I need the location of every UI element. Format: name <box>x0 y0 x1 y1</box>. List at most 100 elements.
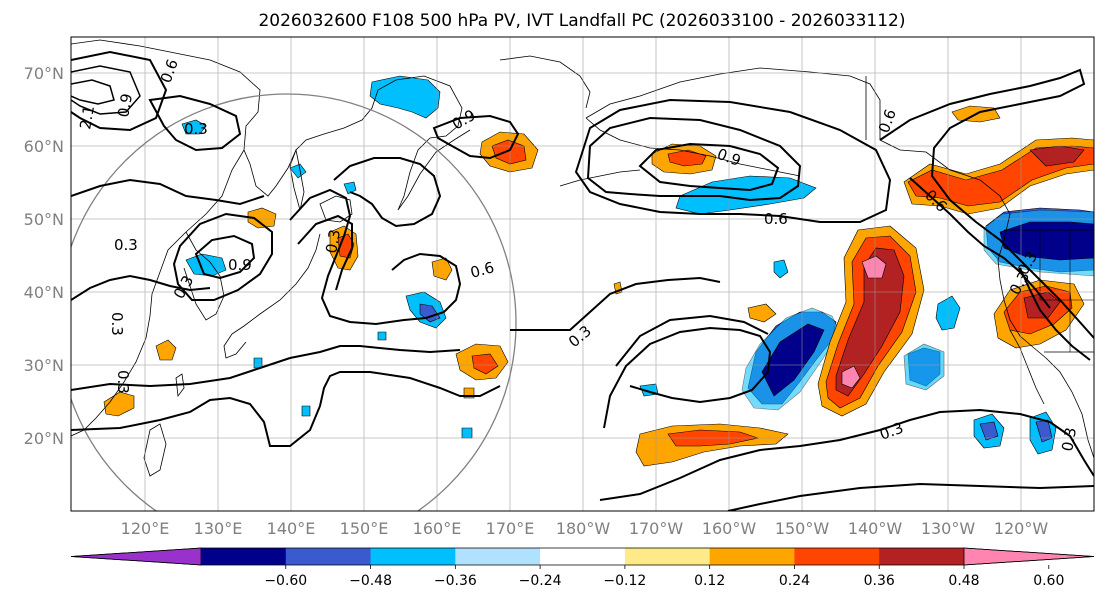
ivt-blob-negative-bering <box>369 75 441 119</box>
colorbar-segment <box>455 548 541 565</box>
contour-label: 2.1 <box>76 104 98 131</box>
colorbar-segment <box>370 548 456 565</box>
lon-label: 170°W <box>629 519 684 538</box>
colorbar: −0.60 −0.48 −0.36 −0.24 −0.12 0.12 0.24 0.36 0.4… <box>70 547 1095 589</box>
lat-axis: 70°N 60°N 50°N 40°N 30°N 20°N <box>24 64 64 448</box>
pv-contour-nw-stack-3 <box>71 79 115 105</box>
ivt-blob-negative-aleutian <box>675 175 817 215</box>
ivt-blob-negative-hokkaido <box>343 181 357 195</box>
pv-contour-mid-loop <box>615 314 769 367</box>
pv-contour-aleut-inner <box>638 142 780 192</box>
ivt-blob-positive-ecs <box>155 339 177 361</box>
lon-label: 160°W <box>702 519 757 538</box>
lon-label: 170°E <box>486 519 535 538</box>
contour-label: 0.9 <box>228 256 252 274</box>
ivt-blob-positive-scs <box>103 391 135 417</box>
ivt-blob-positive-eastpac-peak-n <box>861 255 887 279</box>
coast-japan-kyushu <box>223 333 247 359</box>
lat-label: 50°N <box>24 210 64 229</box>
colorbar-tick-label: 0.48 <box>948 573 979 589</box>
pv-contour-korea-closed <box>172 212 273 301</box>
lon-axis: 120°E 130°E 140°E 150°E 160°E 170°E 180°… <box>121 519 1049 538</box>
reference-circle <box>71 93 517 511</box>
pv-contour-pac-06 <box>333 157 442 228</box>
colorbar-tick-label: 0.24 <box>779 573 810 589</box>
colorbar-tick-label: 0.60 <box>1033 573 1064 589</box>
pv-contour-japan-06 <box>289 188 462 326</box>
colorbar-tick-label: 0.36 <box>864 573 895 589</box>
contour-label: 0.9 <box>114 92 136 119</box>
contour-label: 0.6 <box>468 258 496 282</box>
ivt-blob-positive-eastpac-peak-s <box>841 365 861 389</box>
coast-china <box>71 149 245 437</box>
pv-contour-south-pac-03 <box>599 408 1094 501</box>
colorbar-tick-label: −0.36 <box>434 573 477 589</box>
lon-label: 130°E <box>194 519 243 538</box>
coast-korea <box>183 231 225 321</box>
colorbar-tick-label: −0.12 <box>603 573 646 589</box>
coast-chukotka <box>499 55 591 109</box>
colorbar-segment <box>201 548 287 565</box>
pv-contour-central-03 <box>510 276 721 331</box>
coast-philippines <box>143 423 167 477</box>
colorbar-segment <box>879 548 965 565</box>
ivt-blob-positive-korea <box>247 207 277 229</box>
pv-contour-kamch-03 <box>432 114 520 160</box>
ivt-blob-negative-small-a <box>377 331 387 341</box>
lon-label: 120°W <box>994 519 1049 538</box>
ivt-blob-negative-eastpac-core <box>761 323 825 397</box>
pv-contour-nw-stack-1 <box>71 50 168 132</box>
colorbar-tick-label: −0.48 <box>349 573 392 589</box>
lon-label: 120°E <box>121 519 170 538</box>
pv-contour-okhotsk <box>148 94 242 152</box>
figure-title: 2026032600 F108 500 hPa PV, IVT Landfall… <box>258 11 905 31</box>
ivt-blob-negative-sakhalin <box>289 163 307 179</box>
lat-label: 60°N <box>24 137 64 156</box>
map-panel: 0.6 0.3 2.1 0.9 0.3 0.9 0.3 0.3 0.6 0.3 … <box>70 36 1095 512</box>
colorbar-segment <box>624 548 711 565</box>
pv-contour-south-03 <box>71 345 461 391</box>
graticule <box>71 37 1094 511</box>
pv-contour-nw-stack-2 <box>71 65 141 115</box>
contour-label: 0.3 <box>114 370 132 394</box>
pv-contour-mid-03 <box>603 326 772 429</box>
pv-contour-floor <box>727 482 1094 511</box>
contour-label: 0.3 <box>114 236 138 254</box>
ivt-blob-positive-subtropic-core <box>471 353 499 375</box>
colorbar-segment <box>285 548 372 565</box>
pv-contour-east-09 <box>909 177 1051 309</box>
colorbar-segment <box>540 548 626 565</box>
border-states <box>1039 230 1094 352</box>
ivt-blob-negative-mid-c <box>773 259 789 279</box>
coast-alaska-peninsula <box>585 117 801 177</box>
pv-contour-aleut-09 <box>586 116 802 202</box>
coast-taiwan <box>175 373 185 398</box>
coast-asia-north <box>71 39 463 197</box>
ivt-blob-negative-sw-c-core <box>979 421 999 441</box>
ivt-blob-positive-california-core <box>1023 291 1061 319</box>
lon-label: 130°W <box>921 519 976 538</box>
colorbar-segment <box>709 548 795 565</box>
lat-label: 20°N <box>24 429 64 448</box>
lat-label: 40°N <box>24 283 64 302</box>
pv-contour-siberia-03 <box>71 178 265 206</box>
ivt-blob-negative-small-b <box>253 357 263 369</box>
pv-contour-aleut-06 <box>574 98 892 223</box>
lon-label: 180°W <box>556 519 611 538</box>
contour-label: 0.3 <box>1058 426 1080 453</box>
ivt-blob-positive-aleutian-core <box>667 149 707 167</box>
lon-label: 150°W <box>775 519 830 538</box>
lon-label: 150°E <box>340 519 389 538</box>
lat-label: 30°N <box>24 356 64 375</box>
lat-label: 70°N <box>24 64 64 83</box>
ivt-blob-positive-eastpac-inner <box>835 247 905 397</box>
pv-contour-equator-03 <box>71 371 501 447</box>
coast-alaska <box>585 67 1094 459</box>
colorbar-segment <box>794 548 880 565</box>
pv-contours <box>71 50 1094 511</box>
lon-label: 140°E <box>267 519 316 538</box>
coast-aleutians <box>559 169 641 187</box>
ivt-blob-negative-small-d <box>461 427 473 439</box>
lon-label: 160°E <box>413 519 462 538</box>
